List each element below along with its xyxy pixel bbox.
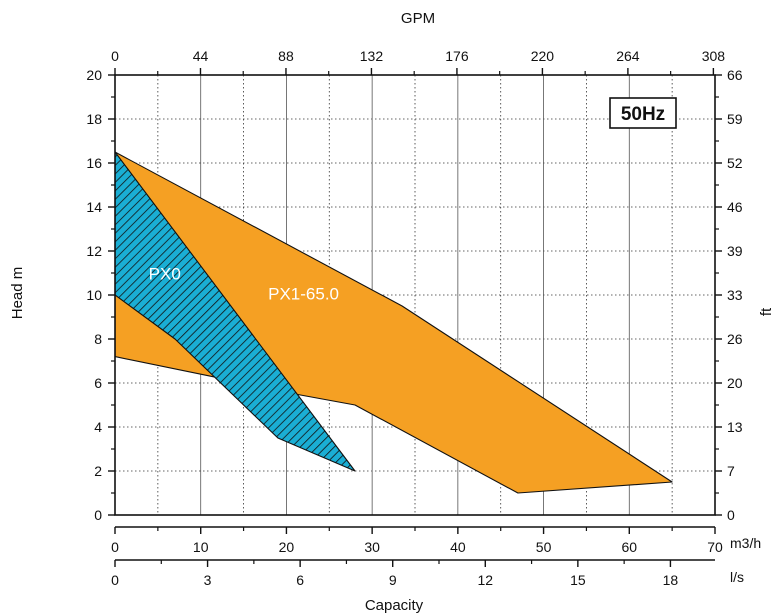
right-tick-label: 13 bbox=[727, 419, 743, 435]
right-tick-label: 33 bbox=[727, 287, 743, 303]
left-tick-label: 12 bbox=[86, 243, 102, 259]
m3h-tick-label: 60 bbox=[621, 539, 637, 555]
m3h-tick-label: 0 bbox=[111, 539, 119, 555]
left-tick-label: 14 bbox=[86, 199, 102, 215]
ls-tick-label: 18 bbox=[663, 572, 679, 588]
right-axis-title: ft bbox=[758, 307, 775, 316]
right-tick-label: 20 bbox=[727, 375, 743, 391]
frequency-badge: 50Hz bbox=[621, 104, 665, 125]
m3h-tick-label: 70 bbox=[707, 539, 723, 555]
m3h-tick-label: 10 bbox=[193, 539, 209, 555]
top-tick-label: 88 bbox=[278, 48, 294, 64]
right-tick-label: 52 bbox=[727, 155, 743, 171]
top-tick-label: 220 bbox=[531, 48, 555, 64]
right-tick-label: 39 bbox=[727, 243, 743, 259]
right-tick-label: 0 bbox=[727, 507, 735, 523]
top-tick-label: 264 bbox=[616, 48, 640, 64]
right-tick-label: 46 bbox=[727, 199, 743, 215]
top-tick-label: 308 bbox=[702, 48, 726, 64]
ls-tick-label: 9 bbox=[389, 572, 397, 588]
region-px0 bbox=[115, 151, 356, 472]
right-tick-label: 59 bbox=[727, 111, 743, 127]
right-tick-label: 26 bbox=[727, 331, 743, 347]
top-axis-title: GPM bbox=[401, 10, 435, 27]
left-tick-label: 10 bbox=[86, 287, 102, 303]
ls-tick-label: 15 bbox=[570, 572, 586, 588]
top-tick-label: 0 bbox=[111, 48, 119, 64]
region-label-px1-65-0: PX1-65.0 bbox=[268, 284, 339, 303]
top-tick-label: 176 bbox=[445, 48, 469, 64]
m3h-tick-label: 40 bbox=[450, 539, 466, 555]
region-px1-65-0 bbox=[115, 151, 673, 494]
left-tick-label: 8 bbox=[94, 331, 102, 347]
region-label-px0: PX0 bbox=[149, 265, 181, 284]
frequency-badge-box bbox=[609, 97, 677, 129]
performance-regions bbox=[115, 151, 673, 494]
left-tick-label: 2 bbox=[94, 463, 102, 479]
ls-unit-label: l/s bbox=[730, 569, 744, 585]
m3h-tick-label: 50 bbox=[536, 539, 552, 555]
left-tick-label: 18 bbox=[86, 111, 102, 127]
region-labels: PX1-65.0 PX0 bbox=[149, 265, 339, 304]
ls-tick-label: 12 bbox=[477, 572, 493, 588]
left-tick-label: 4 bbox=[94, 419, 102, 435]
ls-tick-label: 0 bbox=[111, 572, 119, 588]
m3h-tick-label: 30 bbox=[364, 539, 380, 555]
top-tick-label: 44 bbox=[193, 48, 209, 64]
left-axis-title: Head m bbox=[9, 267, 26, 320]
m3h-tick-label: 20 bbox=[279, 539, 295, 555]
ls-tick-label: 3 bbox=[204, 572, 212, 588]
left-tick-label: 0 bbox=[94, 507, 102, 523]
left-tick-label: 16 bbox=[86, 155, 102, 171]
left-tick-label: 6 bbox=[94, 375, 102, 391]
top-tick-label: 132 bbox=[360, 48, 384, 64]
right-tick-label: 66 bbox=[727, 67, 743, 83]
right-tick-label: 7 bbox=[727, 463, 735, 479]
left-tick-label: 20 bbox=[86, 67, 102, 83]
axis-ticks bbox=[108, 68, 722, 567]
m3h-unit-label: m3/h bbox=[730, 535, 761, 551]
ls-tick-label: 6 bbox=[296, 572, 304, 588]
bottom-axis-title: Capacity bbox=[365, 597, 424, 614]
